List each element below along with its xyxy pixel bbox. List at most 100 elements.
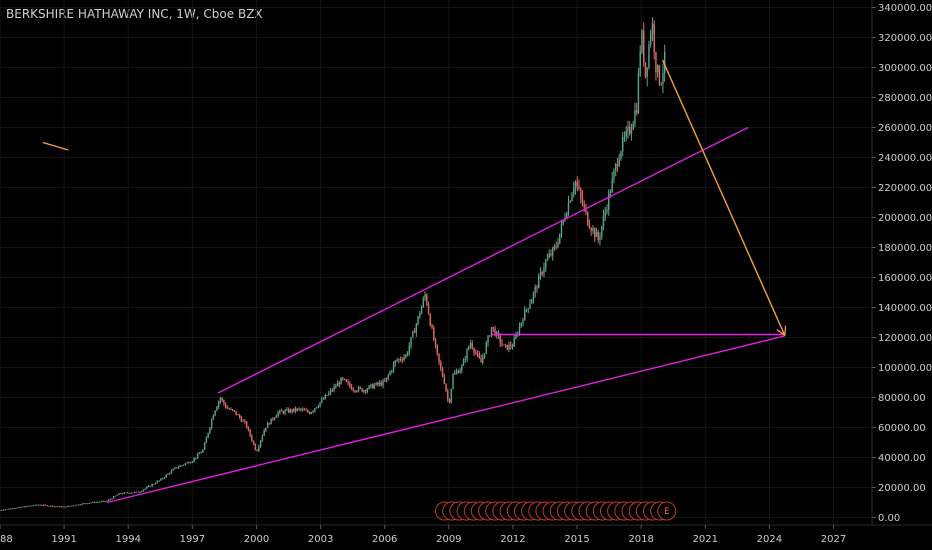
price-bar-body bbox=[420, 306, 423, 314]
price-bar-body bbox=[595, 231, 598, 238]
price-bar-body bbox=[625, 130, 627, 137]
price-bar-body bbox=[261, 435, 264, 441]
price-bar-body bbox=[373, 385, 376, 389]
price-bar-body bbox=[534, 287, 536, 293]
price-bar-body bbox=[536, 287, 538, 289]
price-bar-body bbox=[282, 411, 285, 414]
price-bar-body bbox=[321, 399, 323, 403]
price-bar-body bbox=[573, 187, 575, 195]
price-bar-body bbox=[649, 34, 652, 45]
price-bar-body bbox=[634, 110, 636, 124]
price-bar-body bbox=[489, 335, 491, 337]
price-bar-body bbox=[333, 386, 335, 391]
earnings-marker[interactable] bbox=[657, 501, 677, 521]
price-bar-body bbox=[606, 209, 608, 212]
earnings-markers[interactable]: EE bbox=[435, 501, 677, 521]
price-bar-body bbox=[394, 360, 397, 364]
price-bar-body bbox=[452, 374, 454, 389]
price-bar-body bbox=[99, 501, 101, 503]
price-bar-body bbox=[464, 359, 466, 360]
lower-channel[interactable] bbox=[106, 335, 785, 504]
price-bar-body bbox=[604, 211, 606, 216]
price-bar-body bbox=[629, 126, 631, 134]
price-bar-body bbox=[447, 391, 449, 400]
price-bar-body bbox=[314, 408, 316, 411]
y-tick-label: 220000.00 bbox=[878, 183, 932, 194]
price-bar-body bbox=[546, 257, 549, 261]
price-bar-body bbox=[426, 294, 428, 305]
price-bar-body bbox=[403, 357, 405, 361]
price-bar-body bbox=[277, 412, 279, 416]
price-bar-body bbox=[364, 390, 367, 392]
price-bar-body bbox=[515, 334, 517, 339]
price-bar-body bbox=[254, 444, 257, 450]
price-bar-body bbox=[29, 505, 31, 507]
price-bar-body bbox=[151, 484, 153, 487]
price-bar-body bbox=[336, 383, 339, 387]
price-bar-body bbox=[0, 510, 1, 511]
price-bar-body bbox=[270, 418, 272, 425]
price-bar-body bbox=[434, 339, 437, 345]
price-bar-body bbox=[660, 83, 662, 85]
price-bar-body bbox=[233, 410, 236, 412]
price-bar-body bbox=[385, 377, 388, 382]
price-bar-body bbox=[212, 415, 215, 420]
price-bar-body bbox=[618, 158, 620, 167]
price-bar-body bbox=[16, 507, 19, 509]
price-bar-body bbox=[65, 506, 68, 508]
price-bar-body bbox=[219, 398, 222, 402]
price-bar-body bbox=[112, 496, 115, 499]
projection-arrow[interactable] bbox=[661, 59, 785, 335]
price-bar-body bbox=[196, 453, 199, 458]
price-bar-body bbox=[510, 344, 512, 347]
price-bar-body bbox=[422, 298, 425, 307]
price-bar-body bbox=[417, 316, 419, 325]
price-bar-body bbox=[406, 352, 409, 355]
price-bar-body bbox=[599, 236, 601, 240]
drawing-tools[interactable] bbox=[42, 59, 785, 504]
x-tick-label: 2003 bbox=[308, 534, 333, 545]
price-bar-body bbox=[189, 462, 192, 464]
price-bar-body bbox=[653, 23, 655, 53]
price-bar-body bbox=[224, 403, 227, 408]
price-bar-body bbox=[144, 488, 146, 490]
price-bar-body bbox=[6, 508, 8, 510]
price-bar-body bbox=[538, 275, 540, 289]
price-bar-body bbox=[462, 359, 465, 366]
orange-mark[interactable] bbox=[42, 141, 69, 151]
price-bar-body bbox=[244, 420, 246, 422]
price-bar-body bbox=[511, 346, 514, 348]
price-axis[interactable]: 0.00 20000.00 40000.00 60000.00 80000.00 1000… bbox=[872, 3, 932, 524]
time-axis[interactable]: 1988 1991 1994 1997 2000 2003 2006 2009 2012 2015… bbox=[0, 525, 846, 545]
price-bar-body bbox=[335, 386, 337, 388]
price-bar-body bbox=[296, 408, 299, 411]
price-bar-body bbox=[468, 346, 470, 350]
price-bar-body bbox=[340, 377, 342, 385]
price-bar-body bbox=[279, 410, 281, 413]
price-bar-body bbox=[116, 494, 118, 496]
price-bar-body bbox=[492, 327, 494, 329]
price-bar-body bbox=[142, 489, 145, 492]
price-bar-body bbox=[146, 486, 148, 489]
price-bar-body bbox=[20, 506, 22, 508]
price-bar-body bbox=[81, 503, 83, 505]
price-bar-body bbox=[305, 410, 307, 411]
price-bar-body bbox=[478, 353, 480, 359]
price-bar-body bbox=[543, 267, 545, 274]
price-bar-body bbox=[611, 178, 613, 193]
price-bar-body bbox=[58, 506, 61, 508]
price-bar-body bbox=[490, 327, 493, 337]
price-bar-body bbox=[378, 382, 381, 385]
price-bar-body bbox=[520, 322, 522, 327]
upper-channel[interactable] bbox=[217, 126, 749, 394]
price-bar-body bbox=[307, 410, 309, 413]
price-bar-body bbox=[160, 478, 162, 481]
price-bar-body bbox=[247, 427, 250, 430]
price-bar-body bbox=[207, 432, 209, 438]
price-bar-body bbox=[105, 500, 108, 502]
price-bar-body bbox=[531, 299, 533, 304]
y-tick-label: 160000.00 bbox=[878, 273, 932, 284]
price-bar-body bbox=[615, 164, 617, 171]
price-bar-body bbox=[450, 388, 452, 403]
